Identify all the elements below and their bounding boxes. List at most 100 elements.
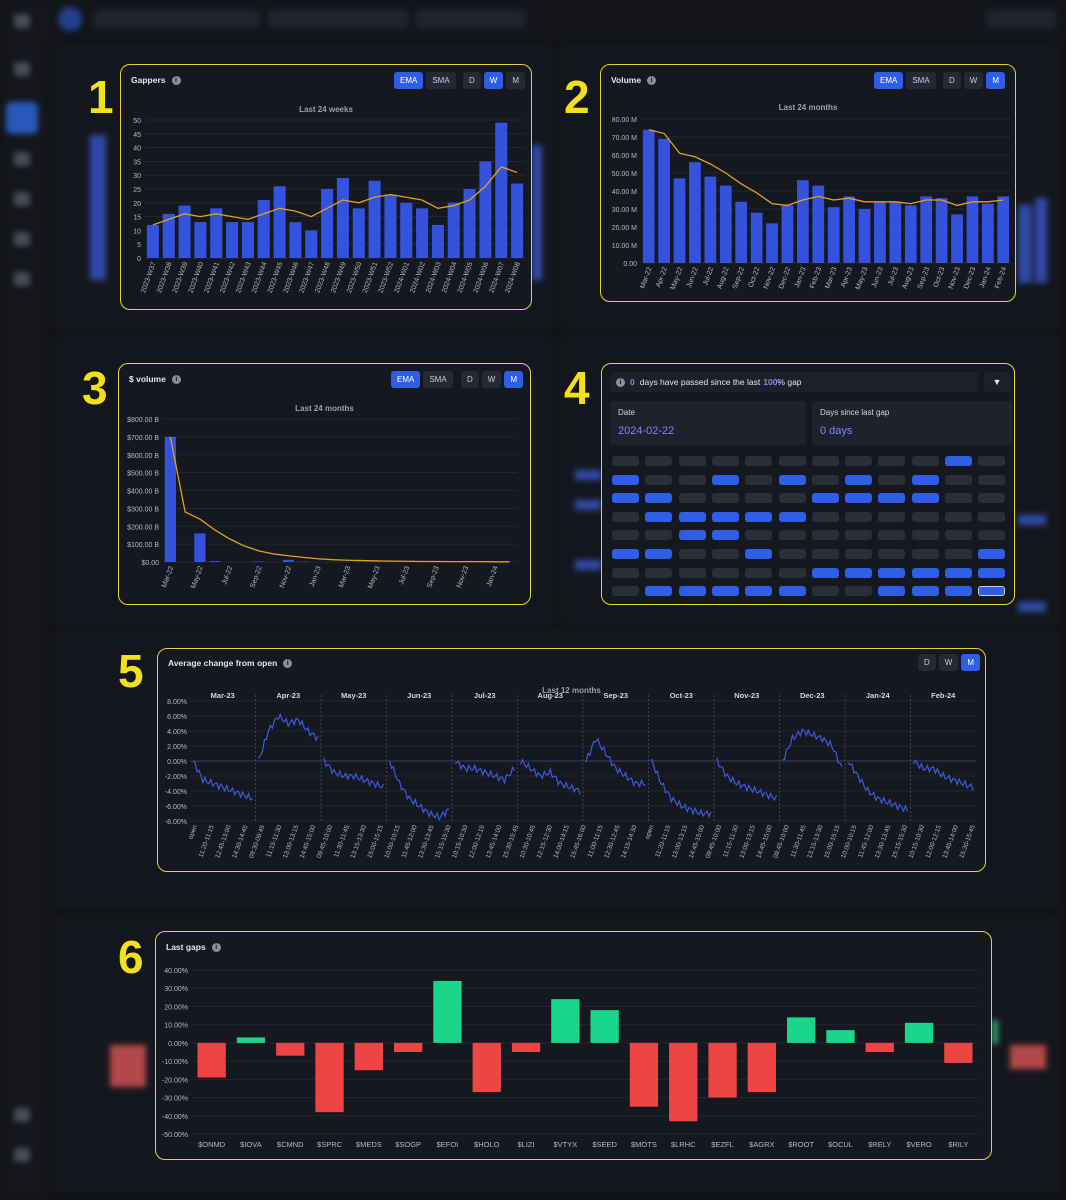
info-icon[interactable]: i (616, 377, 625, 387)
calendar-cell[interactable] (811, 456, 839, 466)
calendar-cell[interactable] (711, 549, 739, 559)
calendar-cell[interactable] (811, 530, 839, 541)
calendar-cell[interactable] (945, 567, 972, 578)
calendar-cell[interactable] (778, 474, 806, 485)
calendar-cell[interactable] (811, 493, 839, 504)
calendar-cell[interactable] (978, 474, 1006, 485)
calendar-cell[interactable] (911, 549, 939, 559)
calendar-cell[interactable] (645, 474, 673, 485)
calendar-cell[interactable] (911, 530, 939, 541)
calendar-cell[interactable] (811, 511, 839, 522)
calendar-cell[interactable] (645, 511, 673, 522)
calendar-cell[interactable] (745, 586, 773, 597)
calendar-cell[interactable] (978, 567, 1006, 578)
calendar-cell[interactable] (745, 511, 773, 522)
calendar-cell[interactable] (612, 511, 639, 522)
calendar-cell[interactable] (878, 549, 906, 559)
calendar-cell[interactable] (945, 586, 972, 597)
calendar-cell[interactable] (645, 493, 673, 504)
nav-icon-dashboard[interactable] (6, 102, 38, 134)
calendar-cell[interactable] (945, 474, 972, 485)
calendar-cell[interactable] (612, 567, 639, 578)
info-icon[interactable]: i (647, 75, 657, 85)
calendar-cell[interactable] (878, 586, 906, 597)
info-icon[interactable]: i (171, 374, 181, 384)
calendar-cell[interactable] (778, 530, 806, 541)
calendar-cell[interactable] (612, 586, 639, 597)
calendar-cell[interactable] (711, 474, 739, 485)
period-m-button[interactable]: M (506, 72, 526, 89)
period-w-button[interactable]: W (938, 654, 959, 671)
info-icon[interactable]: i (211, 942, 221, 952)
calendar-cell[interactable] (878, 567, 906, 578)
nav-icon-4[interactable] (14, 192, 30, 206)
period-m-button[interactable]: M (986, 72, 1006, 89)
period-w-button[interactable]: W (963, 72, 984, 89)
settings-icon[interactable] (14, 1108, 30, 1122)
calendar-cell[interactable] (711, 567, 739, 578)
calendar-cell[interactable] (978, 549, 1006, 559)
ema-button[interactable]: EMA (391, 371, 421, 388)
ema-button[interactable]: EMA (394, 72, 424, 89)
period-w-button[interactable]: W (481, 371, 502, 388)
filter-pill-price[interactable] (416, 10, 526, 28)
calendar-cell[interactable] (612, 530, 639, 541)
calendar-cell[interactable] (878, 474, 906, 485)
calendar-cell[interactable] (845, 567, 873, 578)
filter-pill-gap[interactable] (94, 10, 259, 28)
calendar-cell[interactable] (612, 493, 639, 504)
calendar-cell[interactable] (878, 511, 906, 522)
calendar-cell[interactable] (845, 493, 873, 504)
calendar-cell[interactable] (778, 586, 806, 597)
calendar-cell[interactable] (911, 567, 939, 578)
calendar-cell[interactable] (811, 586, 839, 597)
sma-button[interactable]: SMA (423, 371, 453, 388)
calendar-cell[interactable] (778, 549, 806, 559)
calendar-cell[interactable] (645, 530, 673, 541)
calendar-cell[interactable] (945, 530, 972, 541)
calendar-cell[interactable] (878, 456, 906, 466)
calendar-cell[interactable] (845, 586, 873, 597)
calendar-cell[interactable] (745, 530, 773, 541)
calendar-cell[interactable] (711, 586, 739, 597)
calendar-cell[interactable] (945, 456, 972, 466)
nav-icon-3[interactable] (14, 152, 30, 166)
calendar-cell[interactable] (978, 586, 1006, 597)
filter-pill-volume[interactable] (268, 10, 408, 28)
calendar-cell[interactable] (645, 456, 673, 466)
calendar-cell[interactable] (845, 549, 873, 559)
calendar-cell[interactable] (678, 456, 706, 466)
calendar-cell[interactable] (911, 474, 939, 485)
ema-button[interactable]: EMA (874, 72, 904, 89)
calendar-cell[interactable] (745, 549, 773, 559)
calendar-cell[interactable] (612, 474, 639, 485)
sma-button[interactable]: SMA (426, 72, 456, 89)
period-w-button[interactable]: W (483, 72, 504, 89)
period-d-button[interactable]: D (461, 371, 479, 388)
calendar-cell[interactable] (745, 493, 773, 504)
calendar-cell[interactable] (678, 493, 706, 504)
nav-icon-5[interactable] (14, 232, 30, 246)
calendar-cell[interactable] (612, 456, 639, 466)
calendar-cell[interactable] (678, 549, 706, 559)
calendar-cell[interactable] (811, 474, 839, 485)
calendar-cell[interactable] (845, 530, 873, 541)
calendar-cell[interactable] (745, 456, 773, 466)
calendar-cell[interactable] (678, 586, 706, 597)
calendar-cell[interactable] (645, 549, 673, 559)
calendar-cell[interactable] (978, 511, 1006, 522)
calendar-cell[interactable] (778, 567, 806, 578)
calendar-cell[interactable] (678, 511, 706, 522)
calendar-cell[interactable] (678, 474, 706, 485)
info-icon[interactable]: i (171, 75, 181, 85)
calendar-cell[interactable] (911, 511, 939, 522)
period-d-button[interactable]: D (918, 654, 936, 671)
calendar-cell[interactable] (878, 530, 906, 541)
calendar-cell[interactable] (778, 511, 806, 522)
period-m-button[interactable]: M (961, 654, 981, 671)
period-d-button[interactable]: D (463, 72, 481, 89)
calendar-cell[interactable] (978, 456, 1006, 466)
calendar-cell[interactable] (978, 530, 1006, 541)
calendar-cell[interactable] (711, 511, 739, 522)
calendar-cell[interactable] (811, 549, 839, 559)
